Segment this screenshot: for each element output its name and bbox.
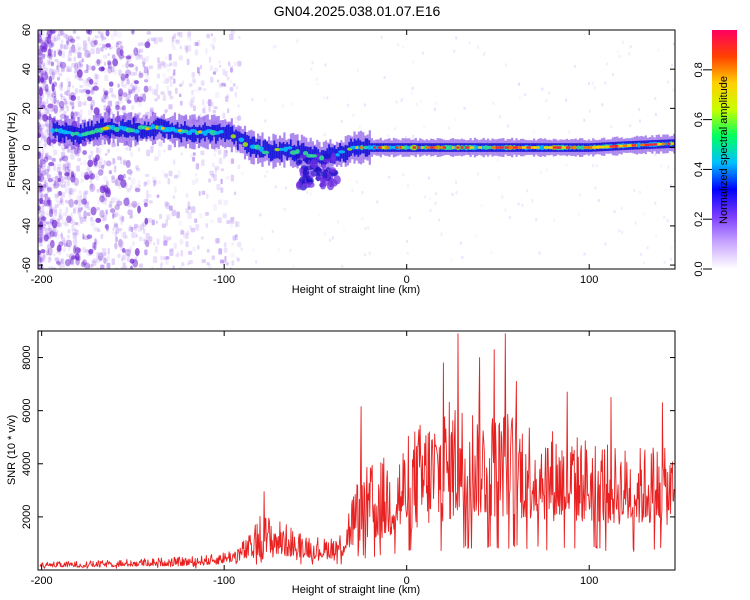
spectrogram-noise	[38, 30, 675, 269]
colorbar-tick-label: 0.6	[693, 112, 705, 127]
colorbar-tick-label: 0.2	[693, 212, 705, 227]
colorbar-tick-label: 0.8	[693, 62, 705, 77]
spectrogram-y-tick-label: 20	[21, 102, 33, 114]
snr-line	[39, 333, 675, 569]
snr-x-label: Height of straight line (km)	[292, 584, 420, 596]
snr-y-tick-label: 8000	[21, 345, 33, 369]
spectrogram-x-tick-label: 100	[580, 274, 598, 286]
snr-plot-area	[38, 331, 675, 570]
spectrogram-x-tick-label: -200	[31, 274, 53, 286]
snr-y-label: SNR (10 * v/v)	[6, 415, 18, 485]
chart-title: GN04.2025.038.01.07.E16	[274, 3, 441, 19]
colorbar-label: Normalized spectral amplitude	[718, 76, 730, 224]
spectrogram-y-ticks: -60 -40 -20 0 20 40 60	[21, 24, 675, 273]
spectrogram-y-tick-label: 0	[21, 144, 33, 150]
spectrogram-x-label: Height of straight line (km)	[292, 284, 420, 296]
snr-y-tick-label: 6000	[21, 398, 33, 422]
snr-y-ticks: 2000 4000 6000 8000	[21, 345, 675, 529]
snr-panel: -200 -100 0 100 2000 4000 6000 8000 Height of …	[6, 330, 676, 596]
spectrogram-y-label: Frequency (Hz)	[6, 112, 18, 188]
spectrogram-band	[48, 111, 675, 191]
snr-x-tick-label: 0	[404, 575, 410, 587]
snr-y-tick-label: 4000	[21, 452, 33, 476]
colorbar-gradient	[712, 30, 737, 269]
snr-x-tick-label: 100	[580, 575, 598, 587]
snr-x-tick-label: -200	[31, 575, 53, 587]
colorbar-ticks: 0.0 0.2 0.4 0.6 0.8	[693, 62, 712, 277]
spectrogram-y-tick-label: -20	[21, 179, 33, 195]
colorbar-tick-label: 0.0	[693, 261, 705, 276]
snr-x-ticks: -200 -100 0 100	[31, 331, 598, 587]
colorbar-tick-label: 0.4	[693, 162, 705, 177]
spectrogram-y-tick-label: 60	[21, 24, 33, 36]
spectrogram-y-tick-label: -60	[21, 257, 33, 273]
spectrogram-heatmap	[38, 30, 675, 269]
spectrogram-x-tick-label: 0	[404, 274, 410, 286]
snr-series	[39, 333, 675, 569]
spectrogram-y-tick-label: 40	[21, 63, 33, 75]
snr-y-tick-label: 2000	[21, 505, 33, 529]
spectrogram-x-tick-label: -100	[213, 274, 235, 286]
spectrogram-frame	[37, 29, 676, 270]
snr-x-tick-label: -100	[213, 575, 235, 587]
spectrogram-y-tick-label: -40	[21, 218, 33, 234]
colorbar: 0.0 0.2 0.4 0.6 0.8 Normalized spectral ampl…	[693, 30, 737, 277]
spectrogram-x-ticks: -200 -100 0 100	[31, 30, 598, 286]
snr-frame	[37, 330, 676, 571]
